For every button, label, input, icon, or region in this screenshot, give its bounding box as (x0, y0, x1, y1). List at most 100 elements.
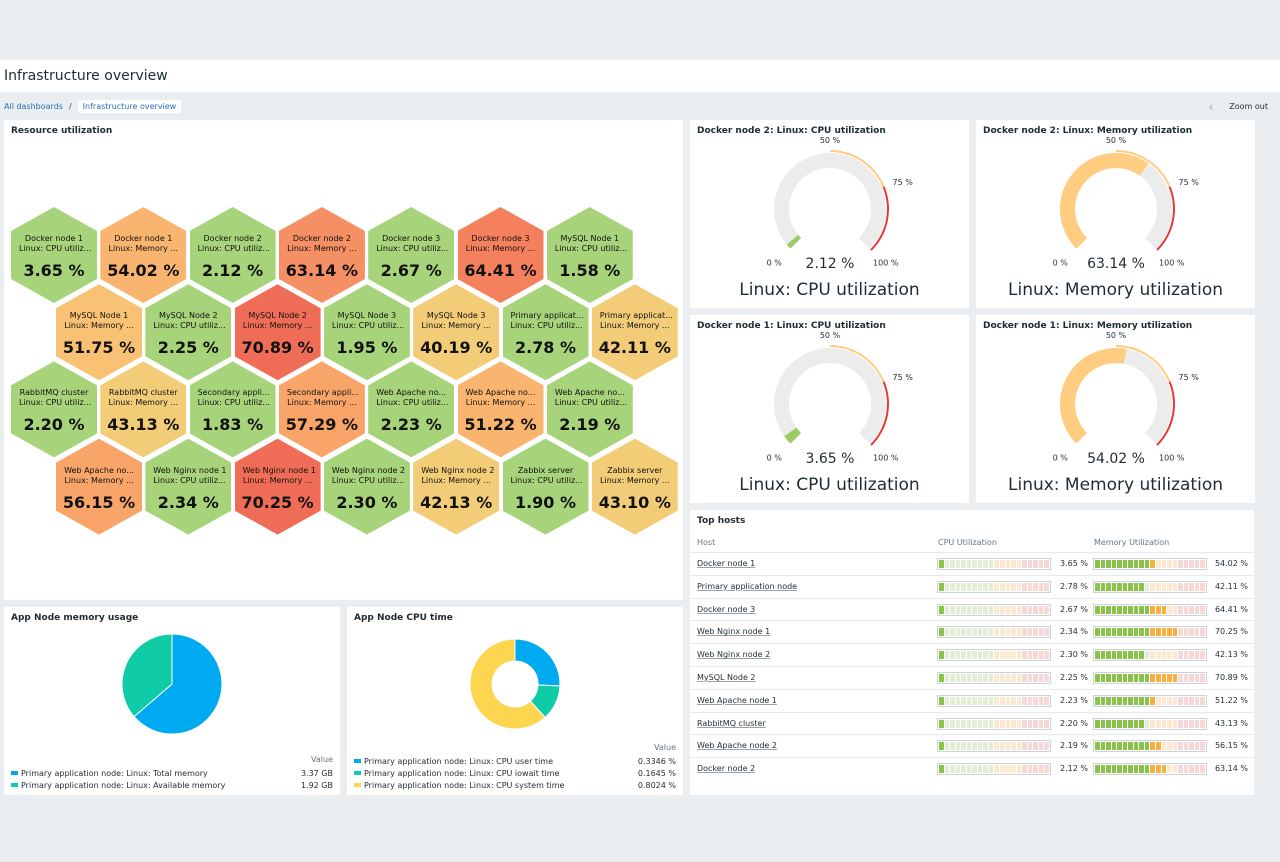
honeycomb-cell[interactable]: Docker node 1 Linux: Memory ... 54.02 % (100, 207, 187, 303)
memory-value: 51.22 % (1214, 695, 1248, 705)
bar-segment (944, 674, 950, 682)
bar-segment (1011, 628, 1016, 637)
cell-host: Web Nginx node 2 (331, 465, 406, 475)
host-link[interactable]: Docker node 2 (697, 764, 756, 774)
honeycomb-cell[interactable]: Primary applicat... Linux: CPU utiliz... 2… (502, 284, 589, 381)
bar-segment (1178, 719, 1183, 728)
legend-value-header: Value (311, 755, 333, 764)
pie-slice[interactable] (133, 633, 223, 735)
bar-segment (1106, 560, 1111, 568)
bar-segment (1156, 605, 1161, 614)
memory-legend: Value Primary application node: Linux: T… (11, 755, 333, 791)
honeycomb-cell[interactable]: Docker node 2 Linux: Memory ... 63.14 % (278, 207, 365, 303)
bar-segment (1027, 765, 1033, 774)
bar-segment (1200, 605, 1205, 614)
breadcrumb: All dashboards / Infrastructure overview (4, 100, 182, 113)
bar-segment (1016, 560, 1022, 568)
memory-value: 43.13 % (1214, 718, 1248, 728)
bar-segment (988, 719, 994, 728)
host-link[interactable]: Docker node 3 (697, 604, 756, 614)
honeycomb-cell[interactable]: Docker node 3 Linux: Memory ... 64.41 % (457, 207, 544, 303)
honeycomb-cell[interactable]: Primary applicat... Linux: Memory ... 42.1… (591, 284, 678, 381)
bar-segment (1106, 651, 1111, 660)
honeycomb-cell[interactable]: Web Nginx node 1 Linux: CPU utiliz... 2.34… (145, 438, 232, 535)
honeycomb-cell[interactable]: MySQL Node 3 Linux: CPU utiliz... 1.95 % (323, 284, 410, 381)
table-row: Web Apache node 2 2.19 % 56.15 % (690, 734, 1254, 757)
cpu-value: 2.12 % (1060, 764, 1088, 774)
column-header-memory: Memory Utilization (1094, 538, 1170, 547)
host-link[interactable]: Web Apache node 2 (697, 741, 777, 751)
chevron-left-icon[interactable]: ‹ (1208, 99, 1214, 114)
honeycomb-cell[interactable]: MySQL Node 2 Linux: Memory ... 70.89 % (234, 284, 321, 381)
honeycomb-cell[interactable]: Web Apache no... Linux: CPU utiliz... 2.19… (546, 361, 633, 458)
honeycomb-cell[interactable]: Web Apache no... Linux: Memory ... 56.15 % (56, 438, 142, 535)
memory-value: 56.15 % (1214, 741, 1248, 751)
bar-segment (1005, 719, 1011, 728)
bar-segment (1144, 582, 1150, 591)
breadcrumb-all-dashboards[interactable]: All dashboards (4, 102, 63, 111)
honeycomb-cell[interactable]: MySQL Node 1 Linux: CPU utiliz... 1.58 % (546, 207, 633, 303)
honeycomb-cell[interactable]: MySQL Node 3 Linux: Memory ... 40.19 % (413, 284, 500, 381)
bar-segment (1161, 696, 1167, 705)
cell-item: Linux: CPU utiliz... (554, 244, 628, 253)
bar-segment (1044, 651, 1049, 660)
bar-segment (1128, 719, 1133, 728)
legend-swatch (354, 783, 361, 787)
cell-value: 70.89 % (241, 338, 314, 358)
cell-value: 2.78 % (514, 338, 577, 358)
gauge-value: 54.02 % (1087, 451, 1145, 467)
honeycomb-cell[interactable]: Secondary appli... Linux: CPU utiliz... 1.… (189, 361, 276, 458)
bar-segment (1016, 742, 1022, 751)
honeycomb-cell[interactable]: Web Nginx node 2 Linux: Memory ... 42.13 % (413, 438, 500, 535)
cell-host: Zabbix server (517, 465, 574, 475)
host-link[interactable]: Web Nginx node 1 (697, 627, 771, 637)
cell-value: 43.13 % (107, 415, 180, 435)
host-link[interactable]: Docker node 1 (697, 559, 756, 568)
bar-segment (1144, 696, 1150, 705)
honeycomb-cell[interactable]: Secondary appli... Linux: Memory ... 57.29… (278, 361, 365, 458)
bar-segment (1100, 582, 1106, 591)
cell-value: 2.12 % (202, 261, 264, 280)
breadcrumb-current[interactable]: Infrastructure overview (77, 100, 182, 113)
host-link[interactable]: RabbitMQ cluster (697, 718, 766, 728)
pie-slice[interactable] (514, 638, 561, 687)
bar-segment (1150, 651, 1156, 660)
bar-segment (955, 742, 961, 751)
host-link[interactable]: Web Nginx node 2 (697, 650, 771, 660)
honeycomb-cell[interactable]: Web Nginx node 1 Linux: Memory ... 70.25 % (234, 438, 321, 535)
honeycomb-cell[interactable]: Zabbix server Linux: CPU utiliz... 1.90 % (502, 438, 589, 535)
bar-segment (944, 765, 950, 774)
host-link[interactable]: Web Apache node 1 (697, 695, 777, 705)
honeycomb-cell[interactable]: Docker node 2 Linux: CPU utiliz... 2.12 % (189, 207, 276, 303)
legend-item: Primary application node: Linux: CPU iow… (354, 767, 676, 779)
honeycomb-cell[interactable]: RabbitMQ cluster Linux: Memory ... 43.13 % (100, 361, 187, 458)
host-link[interactable]: MySQL Node 2 (697, 673, 756, 682)
honeycomb-cell[interactable]: MySQL Node 2 Linux: CPU utiliz... 2.25 % (145, 284, 232, 381)
gauge-min-label: 0 % (767, 454, 783, 463)
zoom-out-button[interactable]: Zoom out (1229, 102, 1268, 111)
honeycomb-cell[interactable]: Docker node 1 Linux: CPU utiliz... 3.65 % (11, 207, 97, 303)
honeycomb-cell[interactable]: MySQL Node 1 Linux: Memory ... 51.75 % (56, 284, 142, 381)
bar-segment (961, 560, 966, 568)
honeycomb-cell[interactable]: RabbitMQ cluster Linux: CPU utiliz... 2.20… (11, 361, 97, 458)
bar-segment (1128, 674, 1133, 682)
bar-segment (1033, 628, 1038, 637)
bar-segment (977, 560, 983, 568)
honeycomb-cell[interactable]: Docker node 3 Linux: CPU utiliz... 2.67 % (368, 207, 455, 303)
bar-segment (1200, 651, 1205, 660)
legend-label: Primary application node: Linux: CPU sys… (364, 780, 565, 790)
bar-segment (1161, 742, 1167, 751)
pie-slice[interactable] (121, 633, 173, 718)
bar-segment (1150, 560, 1156, 568)
gauge-warn-threshold (1116, 345, 1171, 383)
host-link[interactable]: Primary application node (697, 581, 798, 591)
cell-item: Linux: CPU utiliz... (153, 475, 226, 485)
honeycomb-cell[interactable]: Web Apache no... Linux: CPU utiliz... 2.23… (368, 361, 455, 458)
bar-segment (972, 674, 977, 682)
pie-slice[interactable] (469, 638, 546, 730)
honeycomb-cell[interactable]: Zabbix server Linux: Memory ... 43.10 % (591, 438, 678, 535)
bar-segment (1022, 674, 1027, 682)
honeycomb-cell[interactable]: Web Nginx node 2 Linux: CPU utiliz... 2.30… (323, 438, 410, 535)
honeycomb-cell[interactable]: Web Apache no... Linux: Memory ... 51.22 % (457, 361, 544, 458)
gauge-widget: Docker node 2: Linux: Memory utilization… (976, 120, 1255, 308)
